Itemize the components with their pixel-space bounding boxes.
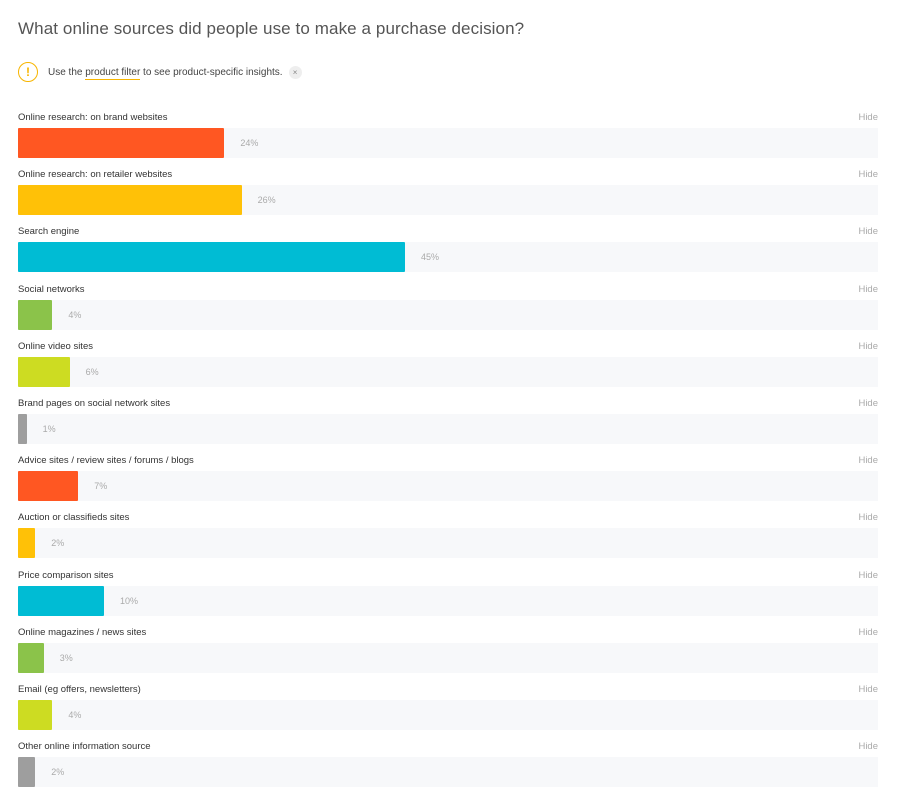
chart-row: Advice sites / review sites / forums / b… [18,455,880,512]
value-label: 45% [421,252,440,263]
chart-row: Online video sites Hide 6% [18,341,880,398]
category-label: Price comparison sites [18,569,114,581]
chart-row: Brand pages on social network sites Hide 1… [18,398,880,455]
bar [18,356,70,387]
category-label: Other online information source [18,741,151,753]
bar [18,242,405,273]
bar-chart: Online research: on brand websites Hide 24… [18,112,880,798]
value-label: 10% [120,595,139,606]
category-label: Online research: on brand websites [18,112,168,123]
chart-row: Auction or classifieds sites Hide 2% [18,512,880,569]
value-label: 24% [240,138,259,148]
notice-text-after: to see product-specific insights. [140,66,283,78]
bar [18,757,36,788]
bar [18,128,225,158]
hide-button[interactable]: Hide [858,112,878,123]
hide-button[interactable]: Hide [858,512,878,524]
chart-row: Online research: on retailer websites Hid… [18,169,880,226]
notice-text: Use the product filter to see product-sp… [48,66,283,80]
value-label: 7% [94,481,108,492]
dismiss-notice-icon[interactable]: × [288,65,302,79]
value-label: 4% [68,709,82,720]
chart-row: Other online information source Hide 2% [18,741,880,798]
product-filter-link[interactable]: product filter [85,66,141,80]
bar [18,299,53,330]
bar-track: 4% [18,699,878,730]
bar-track: 4% [18,299,878,330]
category-label: Email (eg offers, newsletters) [18,683,141,695]
hide-button[interactable]: Hide [858,226,878,238]
value-label: 4% [68,309,82,320]
info-notice: ! Use the product filter to see product-… [18,61,302,83]
bar [18,528,36,559]
value-label: 2% [51,538,65,549]
value-label: 6% [85,366,99,377]
chart-row: Online magazines / news sites Hide 3% [18,627,880,684]
hide-button[interactable]: Hide [858,169,878,181]
warning-icon: ! [18,62,38,82]
category-label: Online research: on retailer websites [18,169,173,181]
value-label: 2% [51,767,65,778]
bar [18,185,242,216]
hide-button[interactable]: Hide [858,626,878,638]
bar-track: 26% [18,185,878,216]
bar [18,471,79,502]
hide-button[interactable]: Hide [858,397,878,409]
chart-row: Search engine Hide 45% [18,226,880,283]
hide-button[interactable]: Hide [858,455,878,467]
chart-row: Social networks Hide 4% [18,284,880,341]
hide-button[interactable]: Hide [858,569,878,581]
bar-track: 6% [18,356,878,387]
value-label: 1% [42,423,56,434]
bar-track: 3% [18,642,878,673]
bar-track: 10% [18,585,878,616]
hide-button[interactable]: Hide [858,283,878,295]
notice-text-before: Use the [48,66,86,78]
value-label: 26% [257,195,276,206]
bar [18,699,53,730]
chart-row: Price comparison sites Hide 10% [18,570,880,627]
category-label: Brand pages on social network sites [18,397,171,409]
chart-row: Online research: on brand websites Hide 24… [18,112,880,169]
page-title: What online sources did people use to ma… [18,19,525,38]
bar [18,585,104,616]
category-label: Auction or classifieds sites [18,512,130,524]
bar-track: 7% [18,471,878,502]
chart-row: Email (eg offers, newsletters) Hide 4% [18,684,880,741]
bar-track: 2% [18,528,878,559]
category-label: Advice sites / review sites / forums / b… [18,455,194,467]
bar [18,642,44,673]
hide-button[interactable]: Hide [858,741,878,753]
hide-button[interactable]: Hide [858,340,878,352]
bar [18,413,27,444]
bar-track: 45% [18,242,878,273]
bar-track: 24% [18,128,878,158]
bar-track: 2% [18,757,878,788]
category-label: Search engine [18,226,80,238]
category-label: Online magazines / news sites [18,626,147,638]
bar-track: 1% [18,413,878,444]
value-label: 3% [59,652,73,663]
hide-button[interactable]: Hide [858,683,878,695]
category-label: Social networks [18,283,85,295]
category-label: Online video sites [18,340,93,352]
